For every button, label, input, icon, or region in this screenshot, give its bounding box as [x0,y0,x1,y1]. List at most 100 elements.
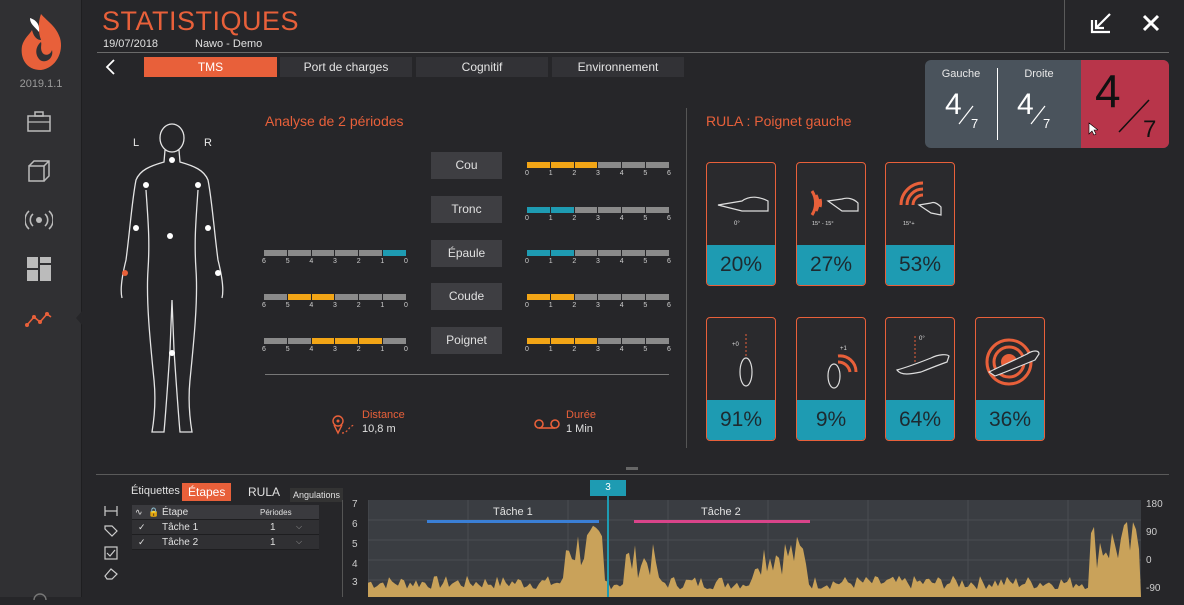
bar-tick: 5 [285,302,290,309]
suitcase-icon[interactable] [25,108,53,136]
bar-tick: 2 [572,170,577,177]
page-title: STATISTIQUES [102,6,300,36]
y-tick: 180 [1146,499,1163,510]
minimize-icon[interactable] [1086,8,1116,38]
row-name: Tâche 2 [162,536,199,548]
right-side-label: R [204,137,212,149]
checklist-icon[interactable] [103,546,119,560]
tab-environnement[interactable]: Environnement [552,57,684,77]
bar-tick: 2 [572,215,577,222]
bar-segment [622,162,646,168]
tab-tms[interactable]: TMS [144,57,277,77]
bar-segment [527,207,550,213]
chevron-down-icon[interactable]: ⌵ [296,522,303,531]
dashboard-icon[interactable] [25,255,53,283]
joint-cou-button[interactable]: Cou [431,152,502,179]
bar-tick: 3 [596,346,600,353]
bar-segment [287,250,311,256]
y-tick: 90 [1146,527,1158,538]
joint-bar-right [527,338,669,344]
col-periods: Périodes [260,507,292,517]
chevron-down-icon[interactable]: ⌵ [296,537,303,546]
bar-tick: 5 [643,258,648,265]
cube-icon[interactable] [25,157,53,185]
joint-coude-button[interactable]: Coude [431,283,502,310]
eraser-icon[interactable] [103,566,119,580]
bar-tick: 4 [309,302,314,309]
rula-card-pct: 27% [797,245,865,285]
bar-tick: 0 [525,215,529,222]
back-icon[interactable] [104,58,120,76]
close-icon[interactable] [1136,8,1166,38]
section-divider [686,108,687,448]
session-user: Nawo - Demo [195,38,263,50]
resize-handle[interactable] [626,467,638,470]
tab-etapes[interactable]: Étapes [182,483,232,501]
left-side-label: L [133,137,140,149]
chart-icon: ∿ [135,506,143,517]
tab-rula[interactable]: RULA [248,485,281,499]
tab-etiquettes[interactable]: Étiquettes [131,485,180,497]
bar-segment [550,294,574,300]
broadcast-icon[interactable] [25,206,53,234]
bar-tick: 4 [619,258,624,265]
wrist-flex-small-icon: 15° - 15° [810,190,859,227]
stats-line-icon[interactable] [25,305,53,333]
joint-poignet-button[interactable]: Poignet [431,327,502,354]
tab-port-de-charges[interactable]: Port de charges [280,57,412,77]
y-tick: 6 [352,519,358,530]
session-date: 19/07/2018 [103,38,159,50]
bar-segment [359,338,383,344]
bar-ticks: 0 1 2 3 4 5 6 [525,302,671,312]
y-tick: 3 [352,577,358,588]
wrist-neutral-icon: 0° [717,196,769,227]
row-periods: 1 [270,536,276,548]
bar-tick: 6 [262,302,266,309]
col-step: Étape [162,506,189,518]
signal-area [368,522,1141,597]
bar-ticks: 0 1 2 3 4 5 6 [525,215,671,225]
task2-bar[interactable] [634,520,810,523]
rula-card-no-twist[interactable]: 0° 64% [885,317,955,441]
score-total-num: 4 [1095,65,1121,117]
joint-bar-right [527,207,669,213]
bar-segment [264,338,287,344]
cursor-label[interactable]: 3 [590,480,626,496]
rula-card-flex-small[interactable]: 15° - 15° 27% [796,162,866,286]
bar-tick: 5 [285,258,290,265]
bar-segment [598,294,622,300]
check-icon[interactable]: ✓ [138,536,146,547]
joint-epaule-button[interactable]: Épaule [431,240,502,267]
score-gauche-den: 7 [971,116,979,131]
bar-tick: 0 [404,346,408,353]
tab-cognitif[interactable]: Cognitif [416,57,548,77]
tab-angulations[interactable]: Angulations [290,488,344,502]
joint-bar-right [527,250,669,256]
bar-tick: 3 [333,258,337,265]
bar-tick: 2 [572,302,577,309]
score-droite-den: 7 [1043,116,1051,131]
table-row[interactable]: ✓ Tâche 2 1 ⌵ [132,535,319,550]
bar-tick: 3 [596,258,600,265]
rula-card-flex-large[interactable]: 15°+ 53% [885,162,955,286]
rula-card-neutral[interactable]: 0° 20% [706,162,776,286]
bar-segment [383,338,406,344]
rula-card-no-deviation[interactable]: +0 91% [706,317,776,441]
svg-text:0°: 0° [919,336,925,342]
task1-bar[interactable] [427,520,599,523]
joint-tronc-button[interactable]: Tronc [431,196,502,223]
wrist-twist-icon [985,338,1040,386]
bar-segment [311,250,335,256]
rula-card-twist[interactable]: 36% [975,317,1045,441]
settings-icon[interactable] [30,587,50,605]
wrist-twist-none-icon: 0° [896,336,950,375]
width-icon[interactable] [103,504,119,518]
tag-icon[interactable] [103,524,119,538]
rula-card-deviation[interactable]: +1 9% [796,317,866,441]
bar-segment [646,162,669,168]
check-icon[interactable]: ✓ [138,521,146,532]
table-row[interactable]: ✓ Tâche 1 1 ⌵ [132,520,319,535]
timeline-cursor[interactable] [607,495,609,597]
bar-tick: 5 [643,302,648,309]
bar-tick: 0 [525,346,529,353]
